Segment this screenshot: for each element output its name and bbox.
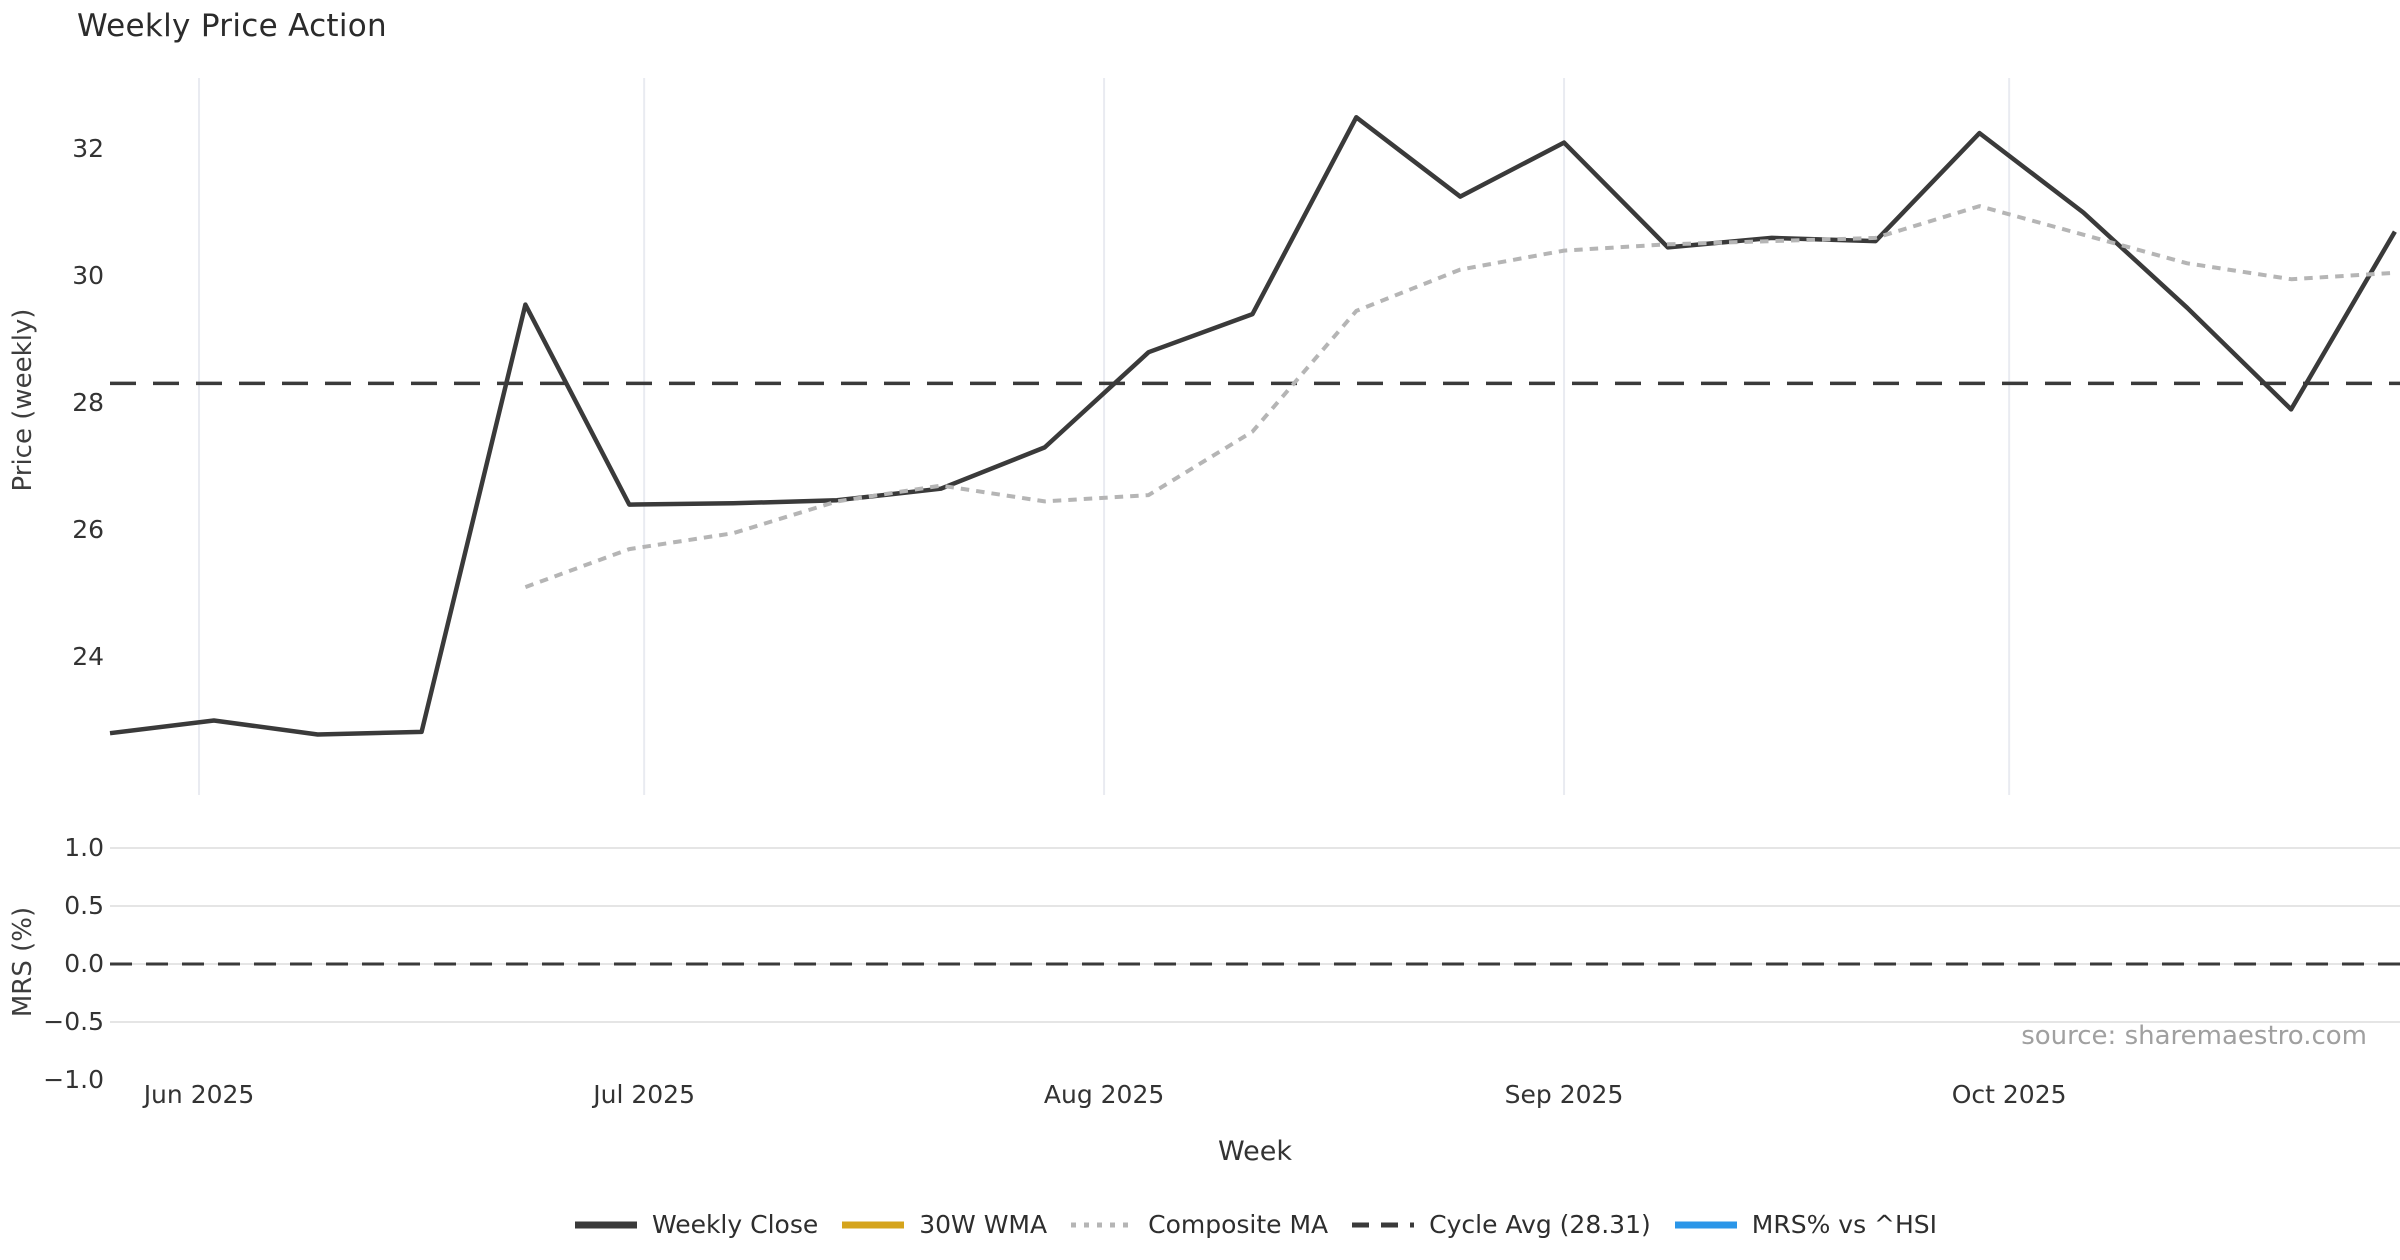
legend-label: Cycle Avg (28.31): [1429, 1210, 1651, 1239]
legend-swatch-solid-icon: [842, 1221, 905, 1228]
legend-label: Weekly Close: [651, 1210, 819, 1239]
legend: Weekly Close 30W WMA Composite MA Cycle Avg…: [110, 1210, 2400, 1239]
composite-ma-line: [524, 204, 2396, 589]
legend-label: 30W WMA: [919, 1210, 1048, 1239]
legend-item: Composite MA: [1069, 1210, 1328, 1239]
y-tick-label: 32: [72, 134, 104, 163]
source-note: source: sharemaestro.com: [2021, 1021, 2367, 1051]
chart-title: Weekly Price Action: [77, 8, 388, 44]
y-tick-label: 1.0: [64, 833, 104, 862]
x-tick-label: Aug 2025: [1043, 1080, 1165, 1109]
legend-item: Cycle Avg (28.31): [1350, 1210, 1651, 1239]
y-tick-label: 0.0: [64, 949, 104, 978]
legend-label: Composite MA: [1148, 1210, 1329, 1239]
y-axis-label-mrs: MRS (%): [8, 906, 38, 1018]
x-tick-label: Oct 2025: [1951, 1080, 2067, 1109]
legend-item: 30W WMA: [840, 1210, 1047, 1239]
y-tick-label: 0.5: [64, 891, 104, 920]
legend-item: Weekly Close: [573, 1210, 818, 1239]
y-tick-label: 28: [72, 388, 104, 417]
legend-swatch-solid-icon: [574, 1221, 637, 1228]
y-tick-label: 26: [72, 515, 104, 544]
y-tick-label: 24: [72, 642, 104, 671]
legend-swatch-dashed-icon: [1352, 1222, 1415, 1227]
x-axis-label: Week: [1218, 1136, 1292, 1167]
y-axis-label-price: Price (weekly): [8, 308, 38, 492]
weekly-close-line: [109, 115, 2397, 737]
legend-swatch-solid-icon: [1674, 1221, 1737, 1228]
y-tick-label: −1.0: [43, 1065, 104, 1094]
x-tick-label: Jul 2025: [593, 1080, 695, 1109]
y-tick-label: −0.5: [43, 1007, 104, 1036]
legend-swatch-dotted-icon: [1071, 1222, 1134, 1227]
x-tick-label: Sep 2025: [1504, 1080, 1624, 1109]
y-tick-label: 30: [72, 261, 104, 290]
legend-item: MRS% vs ^HSI: [1673, 1210, 1937, 1239]
x-tick-label: Jun 2025: [143, 1080, 255, 1109]
legend-label: MRS% vs ^HSI: [1751, 1210, 1938, 1239]
